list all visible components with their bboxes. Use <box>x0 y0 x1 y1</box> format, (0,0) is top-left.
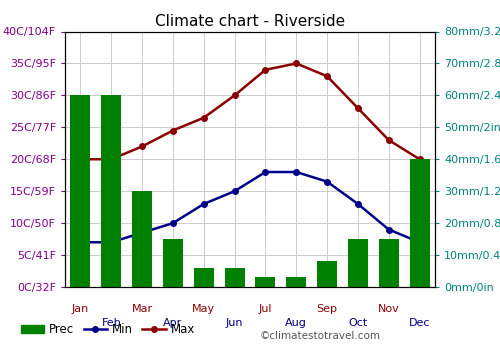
Text: Jul: Jul <box>258 304 272 314</box>
Text: ©climatestotravel.com: ©climatestotravel.com <box>260 331 381 341</box>
Bar <box>132 191 152 287</box>
Bar <box>378 239 399 287</box>
Text: Feb: Feb <box>102 317 121 328</box>
Text: Apr: Apr <box>164 317 182 328</box>
Bar <box>348 239 368 287</box>
Legend: Prec, Min, Max: Prec, Min, Max <box>16 318 200 341</box>
Text: Sep: Sep <box>316 304 338 314</box>
Bar <box>256 278 276 287</box>
Text: Oct: Oct <box>348 317 368 328</box>
Bar <box>224 268 244 287</box>
Text: Aug: Aug <box>286 317 307 328</box>
Bar <box>101 95 121 287</box>
Text: Mar: Mar <box>132 304 152 314</box>
Bar <box>163 239 183 287</box>
Text: May: May <box>192 304 216 314</box>
Text: Jan: Jan <box>72 304 89 314</box>
Text: Jun: Jun <box>226 317 244 328</box>
Bar <box>410 159 430 287</box>
Bar <box>194 268 214 287</box>
Bar <box>70 95 90 287</box>
Text: Dec: Dec <box>409 317 430 328</box>
Bar <box>317 261 337 287</box>
Text: Nov: Nov <box>378 304 400 314</box>
Title: Climate chart - Riverside: Climate chart - Riverside <box>155 14 345 29</box>
Bar <box>286 278 306 287</box>
